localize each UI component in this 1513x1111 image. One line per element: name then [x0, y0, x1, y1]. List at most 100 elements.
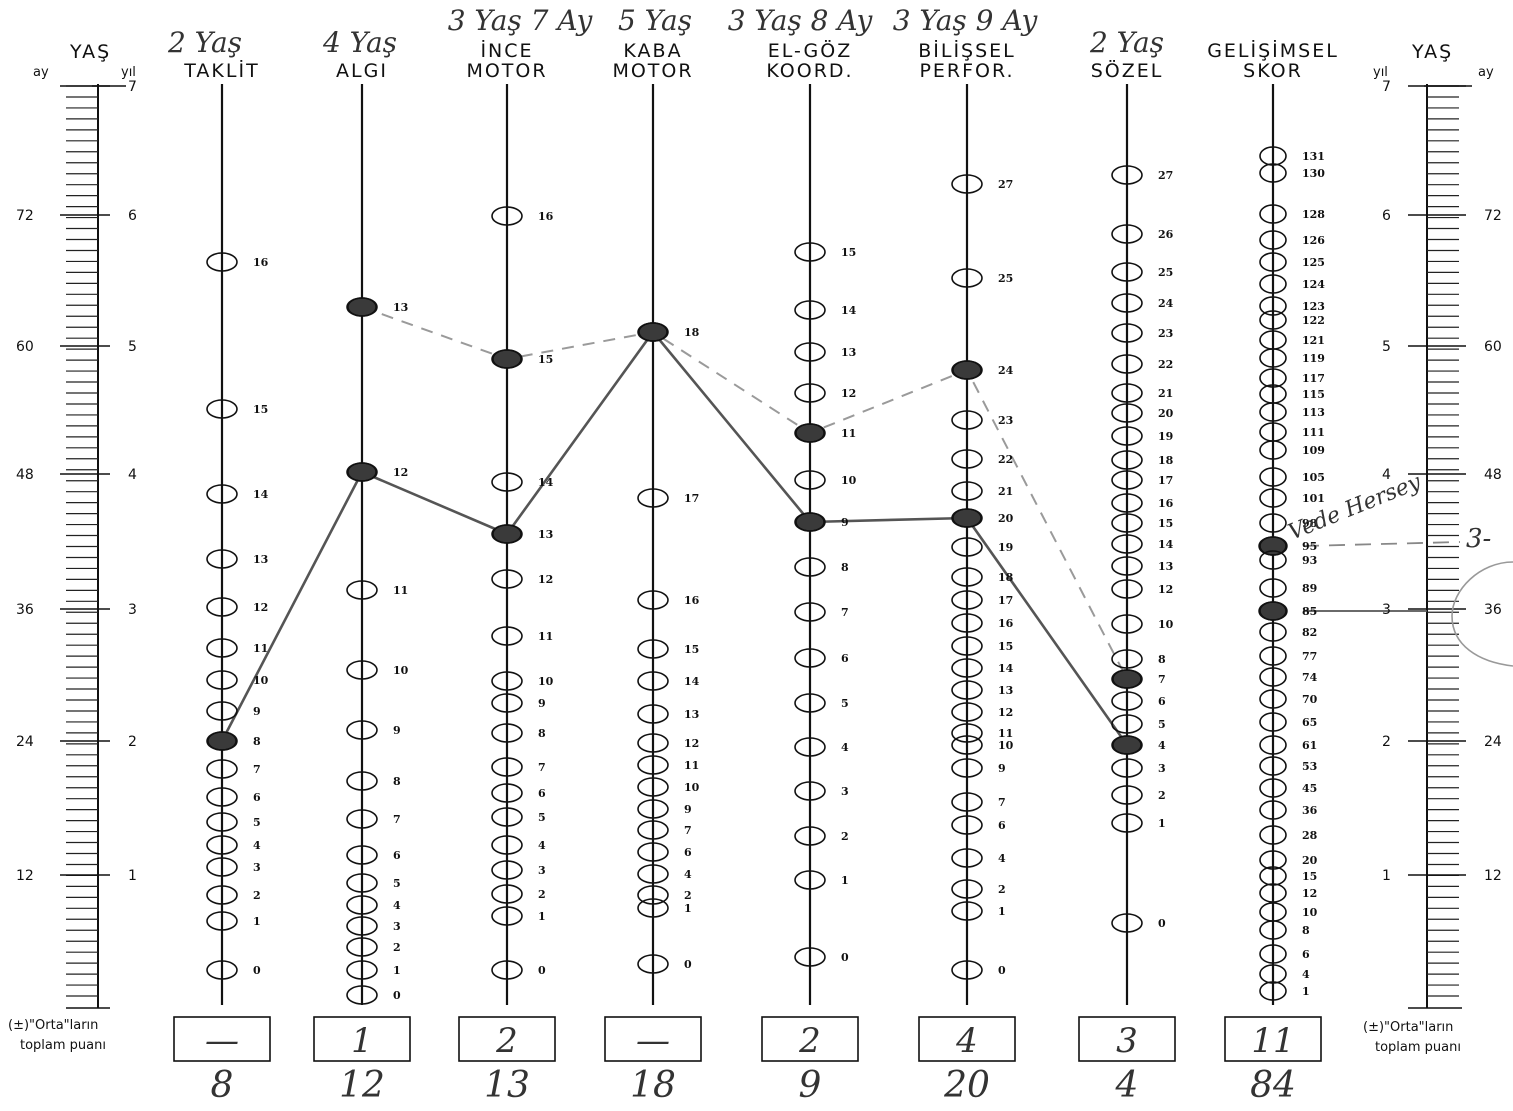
score-circle	[1259, 252, 1287, 272]
score-circle-label: 6	[253, 791, 261, 804]
score-circle-label: 5	[841, 697, 849, 710]
score-circle	[346, 985, 378, 1005]
column-header-ince-line2: MOTOR	[466, 60, 547, 82]
score-circle	[1111, 913, 1143, 933]
column-total-taklit: 8	[211, 1065, 234, 1106]
score-circle-label: 16	[538, 210, 554, 223]
score-circle-label: 24	[998, 364, 1014, 377]
score-circle	[1111, 403, 1143, 423]
column-total-kaba: 18	[630, 1065, 676, 1106]
score-circle-label: 1	[841, 874, 849, 887]
score-circle-label: 4	[998, 852, 1006, 865]
score-circle-label: 12	[1302, 887, 1317, 900]
score-circle	[346, 297, 378, 317]
profile-dashed-line	[361, 306, 1128, 680]
score-circle	[346, 873, 378, 893]
score-circle-label: 36	[1302, 804, 1318, 817]
score-circle	[1259, 296, 1287, 316]
R-scale-month-label: 60	[1484, 339, 1502, 355]
score-circle-label: 24	[1158, 297, 1174, 310]
score-circle-label: 125	[1302, 256, 1325, 269]
score-circle	[206, 597, 238, 617]
score-circle-label: 13	[393, 301, 408, 314]
L-scale-year-label: 5	[128, 339, 137, 355]
score-circle-label: 8	[841, 561, 849, 574]
score-circle	[491, 860, 523, 880]
score-circle-label: 5	[393, 877, 401, 890]
score-circle	[951, 481, 983, 501]
score-circle-label: 11	[538, 630, 553, 643]
R-scale-month-label: 36	[1484, 602, 1502, 618]
column-total-bilissel: 20	[943, 1065, 990, 1106]
score-circle-label: 15	[841, 246, 856, 259]
score-circle-label: 7	[393, 813, 401, 826]
score-circle	[637, 322, 669, 342]
score-circle	[794, 557, 826, 577]
L-scale-year-label: 6	[128, 208, 137, 224]
score-circle-label: 77	[1302, 650, 1317, 663]
score-circle	[951, 508, 983, 528]
score-box-value-algi: 1	[351, 1021, 373, 1061]
score-circle	[206, 549, 238, 569]
score-circle-label: 113	[1302, 406, 1325, 419]
score-circle-label: 20	[1158, 407, 1174, 420]
score-circle	[1259, 800, 1287, 820]
column-header-skor-line1: GELİŞİMSEL	[1207, 39, 1339, 62]
score-circle	[637, 777, 669, 797]
score-circle-label: 0	[393, 989, 401, 1002]
score-circle-label: 12	[253, 601, 268, 614]
score-circle	[1111, 556, 1143, 576]
score-circle-label: 101	[1302, 492, 1325, 505]
score-circle	[1111, 579, 1143, 599]
L-scale-year-label: 3	[128, 602, 137, 618]
score-circle	[1259, 689, 1287, 709]
score-circle	[951, 174, 983, 194]
score-circle-label: 53	[1302, 760, 1317, 773]
score-circle-label: 22	[1158, 358, 1173, 371]
score-circle	[1259, 964, 1287, 984]
margin-note: 3-	[1466, 524, 1491, 554]
score-circle	[206, 960, 238, 980]
score-circle-label: 10	[1302, 906, 1318, 919]
score-circle-label: 9	[998, 762, 1006, 775]
score-circle-label: 10	[998, 739, 1014, 752]
R-scale-month-label: 24	[1484, 734, 1502, 750]
score-circle-label: 15	[684, 643, 699, 656]
score-circle	[1259, 981, 1287, 1001]
score-circle-label: 21	[998, 485, 1013, 498]
score-circle	[346, 916, 378, 936]
L-scale-month-label: 60	[16, 339, 34, 355]
column-header-elgoz-line1: EL-GÖZ	[768, 39, 853, 62]
score-circle-label: 0	[253, 964, 261, 977]
score-circle	[951, 792, 983, 812]
score-circle	[491, 569, 523, 589]
score-circle-label: 12	[393, 466, 408, 479]
score-circle-label: 6	[1302, 948, 1310, 961]
score-circle	[951, 590, 983, 610]
score-circle	[1259, 712, 1287, 732]
score-circle	[1259, 230, 1287, 250]
score-circle-label: 6	[538, 787, 546, 800]
score-circle	[346, 580, 378, 600]
score-circle-label: 16	[253, 256, 269, 269]
score-circle	[206, 857, 238, 877]
score-circle-label: 15	[253, 403, 268, 416]
L-scale-month-label: 36	[16, 602, 34, 618]
score-circle	[206, 812, 238, 832]
score-circle-label: 126	[1302, 234, 1325, 247]
R-scale-month-label: 48	[1484, 467, 1502, 483]
score-circle-label: 16	[684, 594, 700, 607]
score-circle-label: 11	[393, 584, 408, 597]
score-circle	[1259, 488, 1287, 508]
score-circle-label: 115	[1302, 388, 1325, 401]
score-circle-label: 4	[1158, 739, 1166, 752]
score-circle	[794, 383, 826, 403]
score-circle-label: 3	[1158, 762, 1166, 775]
footer-right-line1: (±)"Orta"ların	[1363, 1020, 1453, 1035]
score-box-value-ince: 2	[495, 1021, 518, 1061]
score-circle-label: 1	[538, 910, 546, 923]
score-circle	[794, 423, 826, 443]
score-circle-label: 1	[684, 902, 692, 915]
score-circle-label: 8	[538, 727, 546, 740]
score-circle	[491, 671, 523, 691]
